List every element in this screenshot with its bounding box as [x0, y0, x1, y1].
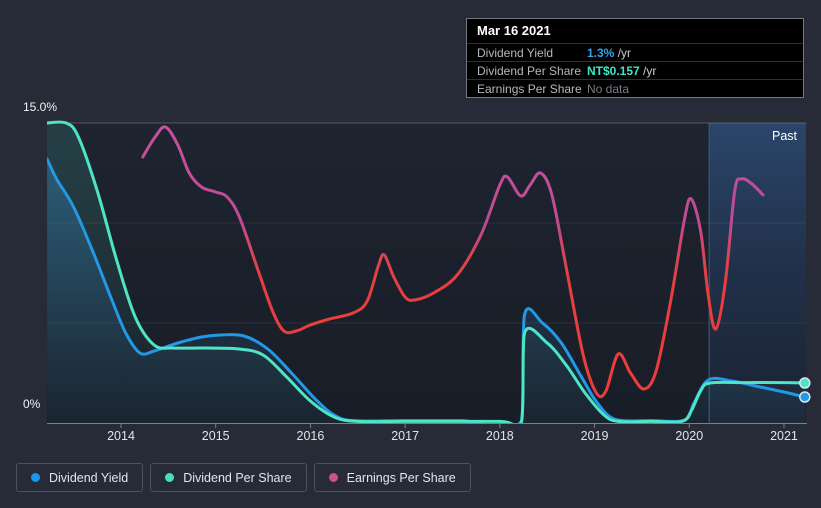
dividend-per-share-end-dot: [799, 377, 811, 389]
dividend-per-share-line: [47, 120, 807, 424]
y-axis-label-bottom: 0%: [23, 397, 41, 411]
tooltip-row-value: 1.3% /yr: [587, 45, 632, 60]
x-axis-label-2017: 2017: [391, 429, 420, 443]
legend: Dividend Yield Dividend Per Share Earnings…: [16, 463, 471, 492]
x-axis: 2014 2015 2016 2017 2018 2019 2020 2021: [0, 429, 821, 447]
tooltip-row-label: Dividend Per Share: [477, 63, 582, 78]
tooltip-row-value: NT$0.157 /yr: [587, 63, 657, 78]
x-axis-label-2018: 2018: [485, 429, 514, 443]
tooltip-date: Mar 16 2021: [477, 23, 551, 38]
x-axis-label-2016: 2016: [296, 429, 325, 443]
x-axis-label-2020: 2020: [675, 429, 704, 443]
legend-item-earnings-per-share[interactable]: Earnings Per Share: [313, 463, 471, 492]
legend-label: Earnings Per Share: [346, 470, 456, 485]
x-axis-label-2019: 2019: [580, 429, 609, 443]
tooltip-row: Earnings Per Share No data: [467, 79, 803, 97]
x-axis-label-2015: 2015: [201, 429, 230, 443]
legend-label: Dividend Per Share: [183, 470, 292, 485]
tooltip-row: Dividend Yield 1.3% /yr: [467, 43, 803, 61]
dividend-yield-end-dot: [799, 391, 811, 403]
tooltip: Mar 16 2021 Dividend Yield 1.3% /yr Divide…: [466, 18, 804, 98]
legend-label: Dividend Yield: [49, 470, 129, 485]
legend-item-dividend-yield[interactable]: Dividend Yield: [16, 463, 144, 492]
past-region-label: Past: [771, 129, 797, 143]
y-axis-label-top: 15.0%: [23, 100, 58, 114]
tooltip-row-label: Dividend Yield: [477, 45, 554, 60]
tooltip-rows: Dividend Yield 1.3% /yr Dividend Per Share…: [467, 43, 803, 97]
tooltip-row-label: Earnings Per Share: [477, 81, 582, 96]
dividend-per-share-area: [47, 121, 805, 424]
x-axis-label-2014: 2014: [107, 429, 135, 443]
earnings-per-share-line: [141, 125, 765, 399]
legend-dot: [328, 473, 338, 482]
legend-item-dividend-per-share[interactable]: Dividend Per Share: [150, 463, 307, 492]
x-axis-label-2021: 2021: [770, 429, 798, 443]
tooltip-row: Dividend Per Share NT$0.157 /yr: [467, 61, 803, 79]
legend-dot: [165, 473, 175, 482]
legend-dot: [31, 473, 40, 482]
tooltip-row-value: No data: [587, 81, 630, 96]
